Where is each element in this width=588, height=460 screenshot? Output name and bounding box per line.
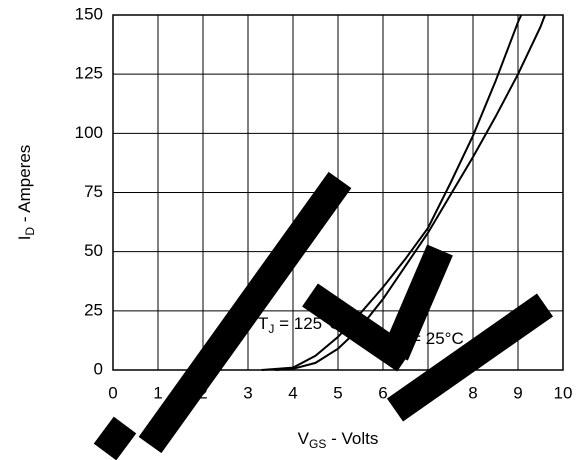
y-tick-label: 75 — [84, 182, 103, 201]
watermark-stroke — [93, 416, 137, 460]
curve — [261, 14, 523, 371]
subscript: D — [23, 227, 37, 236]
label-part: V — [298, 429, 310, 448]
x-axis-title: VGS - Volts — [298, 429, 379, 451]
curve — [274, 14, 546, 371]
y-tick-label: 50 — [84, 241, 103, 260]
y-tick-label: 100 — [75, 123, 103, 142]
subscript: J — [268, 322, 274, 336]
watermark-stroke — [138, 171, 352, 454]
y-tick-label: 125 — [75, 64, 103, 83]
y-tick-label: 25 — [84, 300, 103, 319]
y-tick-label: 150 — [75, 4, 103, 23]
watermark-stroke — [386, 293, 554, 422]
subscript: GS — [309, 437, 326, 451]
label-part: - Amperes — [15, 145, 34, 227]
x-tick-label: 1 — [153, 383, 162, 402]
watermark-stroke — [382, 244, 453, 361]
y-tick-label: 0 — [94, 359, 103, 378]
x-tick-label: 3 — [243, 383, 252, 402]
x-tick-label: 10 — [554, 383, 573, 402]
x-tick-label: 6 — [378, 383, 387, 402]
label-part: - Volts — [326, 429, 378, 448]
x-tick-label: 9 — [513, 383, 522, 402]
y-axis-title: ID - Amperes — [15, 145, 37, 241]
watermark — [93, 171, 554, 460]
label-part: = 25°C — [406, 329, 463, 348]
x-tick-label: 0 — [108, 383, 117, 402]
plot-frame — [112, 14, 564, 371]
label-part: I — [15, 236, 34, 241]
x-tick-label: 4 — [288, 383, 297, 402]
x-tick-label: 5 — [333, 383, 342, 402]
x-tick-label: 8 — [468, 383, 477, 402]
label-part: T — [258, 314, 268, 333]
